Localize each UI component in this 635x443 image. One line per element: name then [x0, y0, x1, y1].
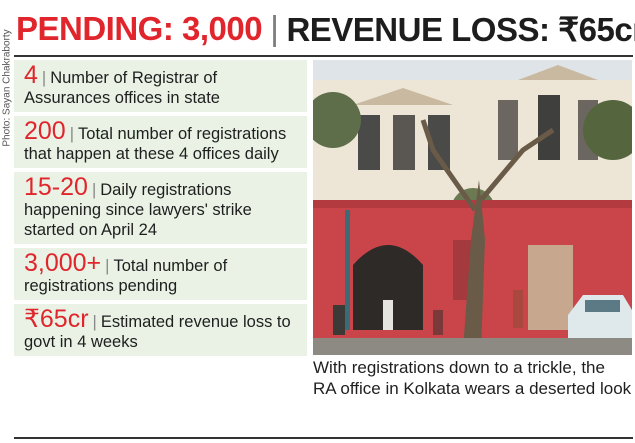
photo-credit: Photo: Sayan Chakraborty: [1, 28, 13, 147]
stat-separator: |: [41, 69, 47, 87]
stat-item: 15-20 | Daily registrations happening sinc…: [14, 172, 307, 244]
stat-text: Estimated revenue loss to govt in 4 week…: [24, 313, 291, 351]
stat-item: 3,000+ | Total number of registrations pen…: [14, 248, 307, 300]
stat-number: 4: [24, 61, 38, 89]
stat-text: Total number of registrations that happe…: [24, 125, 287, 163]
photo-caption: With registrations down to a trickle, th…: [313, 358, 632, 398]
stats-panel: 4 | Number of Registrar of Assurances offi…: [14, 60, 307, 360]
stat-text: Total number of registrations pending: [24, 257, 228, 295]
stat-text: Number of Registrar of Assurances office…: [24, 69, 220, 107]
stat-number: 15-20: [24, 173, 88, 201]
stat-separator: |: [92, 313, 97, 331]
top-divider: [14, 55, 633, 57]
headline: PENDING: 3,000 | REVENUE LOSS: ₹65cr: [16, 4, 635, 54]
stat-item: 200 | Total number of registrations that h…: [14, 116, 307, 168]
stat-item: 4 | Number of Registrar of Assurances offi…: [14, 60, 307, 112]
stat-number: 3,000+: [24, 249, 102, 277]
headline-separator: |: [270, 9, 279, 48]
headline-pending: PENDING: 3,000: [16, 10, 263, 47]
stat-separator: |: [91, 181, 97, 199]
stat-number: ₹65cr: [24, 305, 89, 333]
stat-number: 200: [24, 117, 66, 145]
bottom-divider: [14, 437, 633, 439]
headline-revenue-loss: REVENUE LOSS: ₹65cr: [286, 10, 635, 48]
office-building-photo: [313, 60, 632, 355]
stat-separator: |: [69, 125, 75, 143]
stat-separator: |: [105, 257, 110, 275]
stat-item: ₹65cr | Estimated revenue loss to govt in …: [14, 304, 307, 356]
stat-text: Daily registrations happening since lawy…: [24, 181, 252, 239]
